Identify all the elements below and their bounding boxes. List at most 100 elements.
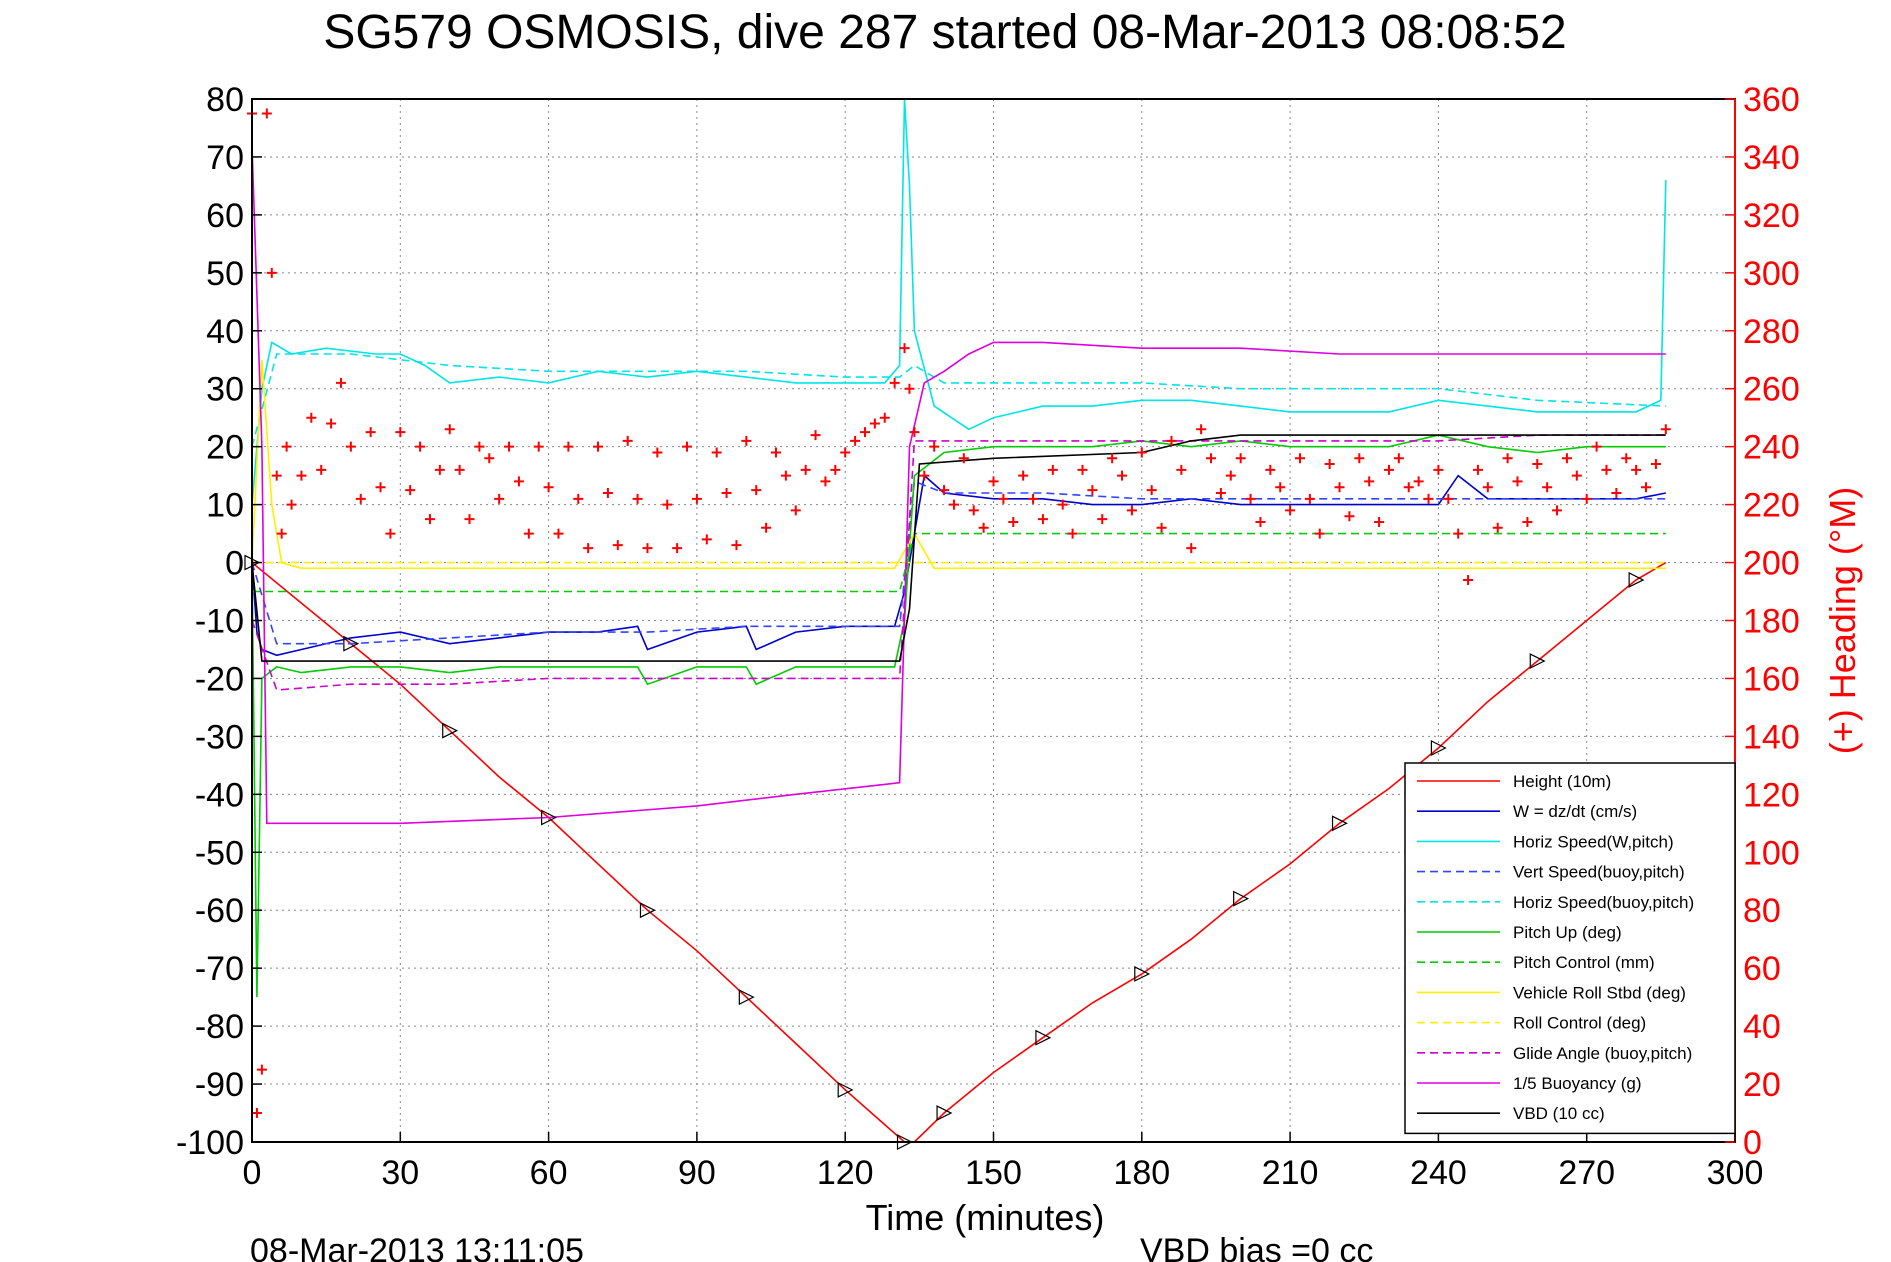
- right-tick-label: 340: [1743, 139, 1800, 177]
- heading-marker: [731, 540, 742, 551]
- heading-marker: [1650, 459, 1661, 470]
- heading-marker: [1225, 470, 1236, 481]
- right-tick-label: 120: [1743, 776, 1800, 814]
- heading-marker: [1522, 516, 1533, 527]
- heading-marker: [326, 418, 337, 429]
- left-tick-label: -80: [195, 1008, 244, 1046]
- heading-marker: [474, 441, 485, 452]
- right-tick-label: 300: [1743, 255, 1800, 293]
- depth-marker: [343, 635, 360, 652]
- heading-markers: [247, 108, 1671, 1119]
- heading-marker: [1611, 488, 1622, 499]
- heading-marker: [533, 441, 544, 452]
- right-tick-label: 20: [1743, 1066, 1781, 1104]
- legend-label: VBD (10 cc): [1513, 1104, 1605, 1123]
- right-tick-label: 200: [1743, 545, 1800, 583]
- vbd-bias-label: VBD bias =0 cc: [1140, 1232, 1373, 1262]
- depth-marker: [1134, 965, 1151, 982]
- heading-marker: [286, 499, 297, 510]
- left-tick-label: 70: [206, 139, 244, 177]
- legend-box: [1404, 762, 1736, 1135]
- left-tick-label: -20: [195, 660, 244, 698]
- heading-marker: [1660, 424, 1671, 435]
- heading-marker: [1502, 453, 1513, 464]
- right-tick-label: 220: [1743, 487, 1800, 525]
- heading-marker: [978, 522, 989, 533]
- depth-marker: [1529, 653, 1546, 670]
- heading-marker: [1057, 499, 1068, 510]
- heading-marker: [1176, 464, 1187, 475]
- heading-marker: [563, 441, 574, 452]
- heading-marker: [1344, 511, 1355, 522]
- x-tick-label: 240: [1410, 1154, 1467, 1192]
- left-tick-label: -100: [176, 1124, 244, 1162]
- heading-marker: [1206, 453, 1217, 464]
- heading-marker: [642, 543, 653, 554]
- heading-marker: [1413, 476, 1424, 487]
- heading-marker: [395, 427, 406, 438]
- legend: Height (10m) W = dz/dt (cm/s) Horiz Speed(…: [1404, 762, 1736, 1135]
- heading-marker: [859, 427, 870, 438]
- heading-marker: [1433, 464, 1444, 475]
- series-line-11: [251, 434, 1666, 662]
- heading-marker: [850, 435, 861, 446]
- heading-marker: [889, 377, 900, 388]
- heading-marker: [424, 514, 435, 525]
- heading-marker: [1265, 464, 1276, 475]
- left-y-axis: 80 70 60 50 40 30 20 10 0 -10 -20 -30 -40 -50 -60 -70 -8…: [176, 81, 262, 1162]
- heading-marker: [1047, 464, 1058, 475]
- series-line-5: [251, 434, 1666, 998]
- legend-label: Pitch Control (mm): [1513, 953, 1655, 972]
- right-tick-label: 260: [1743, 371, 1800, 409]
- heading-marker: [1641, 482, 1652, 493]
- left-tick-label: 30: [206, 371, 244, 409]
- heading-marker: [1275, 482, 1286, 493]
- series-line-4: [251, 353, 1666, 447]
- depth-marker: [442, 722, 459, 739]
- series-line-10: [251, 145, 1666, 825]
- heading-marker: [1037, 514, 1048, 525]
- left-tick-label: 40: [206, 313, 244, 351]
- left-tick-label: -10: [195, 603, 244, 641]
- right-tick-label: 60: [1743, 950, 1781, 988]
- left-tick-label: -60: [195, 892, 244, 930]
- heading-marker: [909, 427, 920, 438]
- series-line-6: [252, 532, 1666, 593]
- heading-marker: [1542, 482, 1553, 493]
- heading-marker: [1008, 516, 1019, 527]
- legend-label: 1/5 Buoyancy (g): [1513, 1074, 1642, 1093]
- legend-label: Horiz Speed(W,pitch): [1513, 832, 1674, 851]
- right-tick-label: 160: [1743, 660, 1800, 698]
- heading-marker: [830, 464, 841, 475]
- series-line-2: [251, 98, 1667, 505]
- heading-marker: [296, 470, 307, 481]
- right-tick-label: 360: [1743, 81, 1800, 119]
- depth-marker: [936, 1105, 953, 1122]
- right-tick-label: 320: [1743, 197, 1800, 235]
- heading-marker: [316, 464, 327, 475]
- heading-marker: [1136, 447, 1147, 458]
- depth-marker: [639, 902, 656, 919]
- left-tick-label: -70: [195, 950, 244, 988]
- heading-marker: [1482, 482, 1493, 493]
- heading-marker: [1354, 453, 1365, 464]
- heading-marker: [365, 427, 376, 438]
- left-tick-label: 50: [206, 255, 244, 293]
- legend-label: Horiz Speed(buoy,pitch): [1513, 893, 1694, 912]
- heading-marker: [1196, 424, 1207, 435]
- heading-marker: [1423, 493, 1434, 504]
- heading-marker: [1107, 453, 1118, 464]
- left-tick-label: 20: [206, 429, 244, 467]
- heading-marker: [919, 470, 930, 481]
- heading-marker: [741, 435, 752, 446]
- heading-marker: [682, 441, 693, 452]
- legend-label: Height (10m): [1513, 772, 1611, 791]
- heading-marker: [612, 540, 623, 551]
- left-tick-label: 60: [206, 197, 244, 235]
- depth-marker: [837, 1081, 854, 1098]
- left-tick-label: -50: [195, 834, 244, 872]
- heading-marker: [1601, 464, 1612, 475]
- heading-marker: [1472, 464, 1483, 475]
- heading-marker: [256, 1064, 267, 1075]
